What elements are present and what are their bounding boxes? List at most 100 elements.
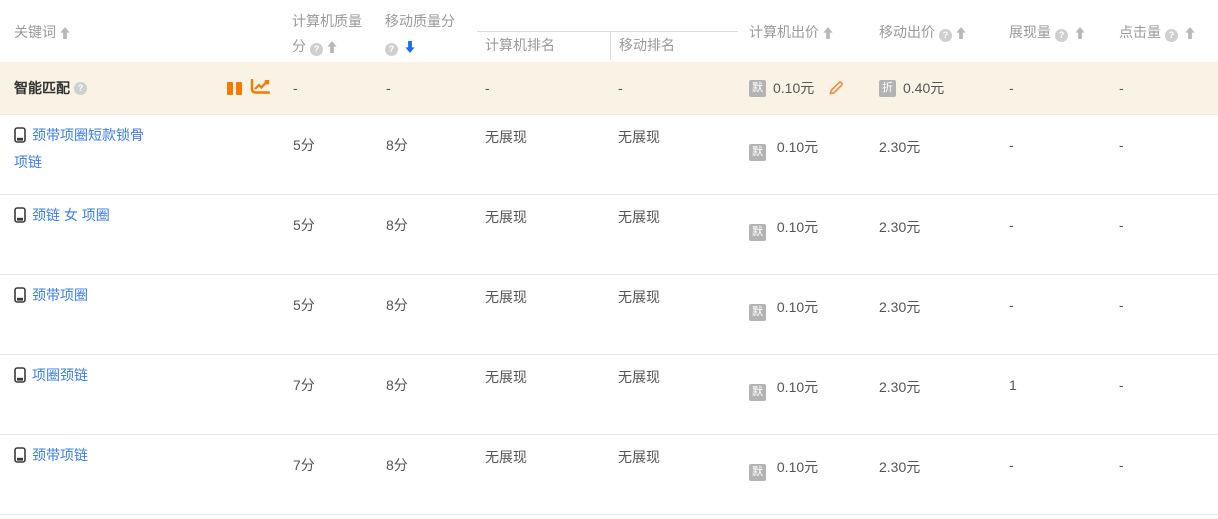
help-icon[interactable]: ? [1055,29,1068,42]
pc-rank-value: 无展现 [485,289,527,305]
clicks-value: - [1119,297,1124,313]
edit-pencil-icon[interactable] [828,80,844,96]
pc-quality-value: 7分 [293,457,315,473]
smart-mobile-quality-value: - [386,80,391,96]
mobile-bid-value: 2.30元 [879,219,921,235]
column-header-mobile-rank: 移动排名 [610,32,738,60]
pc-quality-value: 5分 [293,297,315,313]
column-header-pc-bid[interactable]: 计算机出价 [742,0,871,62]
mobile-rank-value: 无展现 [618,209,660,225]
pc-rank-value: 无展现 [485,449,527,465]
mobile-bid-value: 2.30元 [879,139,921,155]
smart-pc-bid-value: 0.10元 [773,80,815,96]
pc-rank-value: 无展现 [485,129,527,145]
mobile-rank-value: 无展现 [618,129,660,145]
smart-match-label: 智能匹配 [14,80,70,96]
keyword-link[interactable]: 颈带项圈 [32,287,88,303]
impressions-value: - [1009,217,1014,233]
group-divider [477,31,738,32]
pause-icon[interactable] [227,81,242,95]
help-icon[interactable]: ? [385,43,398,56]
mobile-bid-value: 2.30元 [879,379,921,395]
mobile-quality-value: 8分 [386,377,408,393]
clicks-value: - [1119,457,1124,473]
mobile-quality-value: 8分 [386,457,408,473]
mobile-rank-value: 无展现 [618,289,660,305]
column-header-pc-quality-label: 计算机质量 [292,13,362,29]
default-bid-badge: 默 [749,224,766,241]
impressions-value: 1 [1009,377,1017,393]
pc-bid-value: 0.10元 [776,299,819,315]
sort-up-icon[interactable] [60,26,70,42]
column-header-keyword-label: 关键词 [14,24,56,40]
mobile-device-icon [14,446,26,470]
mobile-bid-value: 2.30元 [879,459,921,475]
column-header-mobile-bid[interactable]: 移动出价? [871,0,1001,62]
column-header-mobile-bid-label: 移动出价 [879,24,935,40]
table-header: 关键词 计算机质量 分? 移动质量分 ? 计算机排名 移动排名 计算机出价 [0,0,1218,62]
report-chart-icon[interactable] [250,78,271,98]
sort-down-active-icon[interactable] [405,36,415,61]
help-icon[interactable]: ? [939,29,952,42]
mobile-quality-value: 8分 [386,297,408,313]
keyword-link[interactable]: 项圈颈链 [32,367,88,383]
pc-quality-value: 5分 [293,137,315,153]
sort-up-icon[interactable] [1185,26,1195,42]
pc-rank-value: 无展现 [485,209,527,225]
smart-pc-quality-value: - [293,80,298,96]
smart-mobile-bid-value: 0.40元 [903,80,945,96]
column-header-pc-quality[interactable]: 计算机质量 分? [292,0,385,62]
column-header-keyword[interactable]: 关键词 [0,0,292,62]
discount-badge: 折 [879,79,896,97]
mobile-device-icon [14,286,26,310]
smart-mobile-rank-value: - [618,80,623,96]
default-bid-badge: 默 [749,304,766,321]
pc-bid-value: 0.10元 [776,139,819,155]
table-row: 颈链 女 项圈 5分 8分 无展现 无展现 默 0.10元 2.30元 - - [0,195,1218,275]
mobile-rank-value: 无展现 [618,369,660,385]
column-header-pc-quality-label2: 分 [292,38,306,54]
mobile-rank-value: 无展现 [618,449,660,465]
sort-up-icon[interactable] [327,36,337,61]
mobile-device-icon [14,366,26,390]
column-header-mobile-rank-label: 移动排名 [619,37,675,53]
help-icon[interactable]: ? [1165,29,1178,42]
mobile-quality-value: 8分 [386,137,408,153]
table-row: 项圈颈链 7分 8分 无展现 无展现 默 0.10元 2.30元 1 - [0,355,1218,435]
impressions-value: - [1009,457,1014,473]
keyword-link[interactable]: 颈带项链 [32,447,88,463]
help-icon[interactable]: ? [74,81,87,95]
mobile-device-icon [14,126,26,150]
column-header-mobile-quality[interactable]: 移动质量分 ? [385,0,477,62]
help-icon[interactable]: ? [310,43,323,56]
clicks-value: - [1119,377,1124,393]
smart-clicks-value: - [1119,80,1124,96]
column-header-pc-rank: 计算机排名 [477,32,610,60]
table-row: 颈带项圈 5分 8分 无展现 无展现 默 0.10元 2.30元 - - [0,275,1218,355]
pc-rank-value: 无展现 [485,369,527,385]
mobile-device-icon [14,206,26,230]
keyword-link[interactable]: 颈带项圈短款锁骨项链 [14,127,144,170]
impressions-value: - [1009,137,1014,153]
table-row: 颈带项链 7分 8分 无展现 无展现 默 0.10元 2.30元 - - [0,435,1218,515]
keyword-link[interactable]: 颈链 女 项圈 [32,207,110,223]
smart-match-row: 智能匹配 ? - - - - 默 0.10元 折 0.40元 - - [0,62,1218,115]
column-header-impressions[interactable]: 展现量? [1001,0,1111,62]
pc-quality-value: 5分 [293,217,315,233]
default-bid-badge: 默 [749,144,766,161]
default-bid-badge: 默 [749,384,766,401]
pc-bid-value: 0.10元 [776,459,819,475]
column-header-pc-rank-label: 计算机排名 [485,37,555,53]
impressions-value: - [1009,297,1014,313]
sort-up-icon[interactable] [1075,26,1085,42]
column-header-clicks[interactable]: 点击量? [1111,0,1218,62]
pc-bid-value: 0.10元 [776,219,819,235]
column-header-pc-bid-label: 计算机出价 [749,24,819,40]
sort-up-icon[interactable] [956,26,966,42]
mobile-quality-value: 8分 [386,217,408,233]
default-bid-badge: 默 [749,79,766,97]
sort-up-icon[interactable] [823,26,833,42]
keyword-rows: 颈带项圈短款锁骨项链 5分 8分 无展现 无展现 默 0.10元 2.30元 -… [0,115,1218,515]
column-header-clicks-label: 点击量 [1119,24,1161,40]
